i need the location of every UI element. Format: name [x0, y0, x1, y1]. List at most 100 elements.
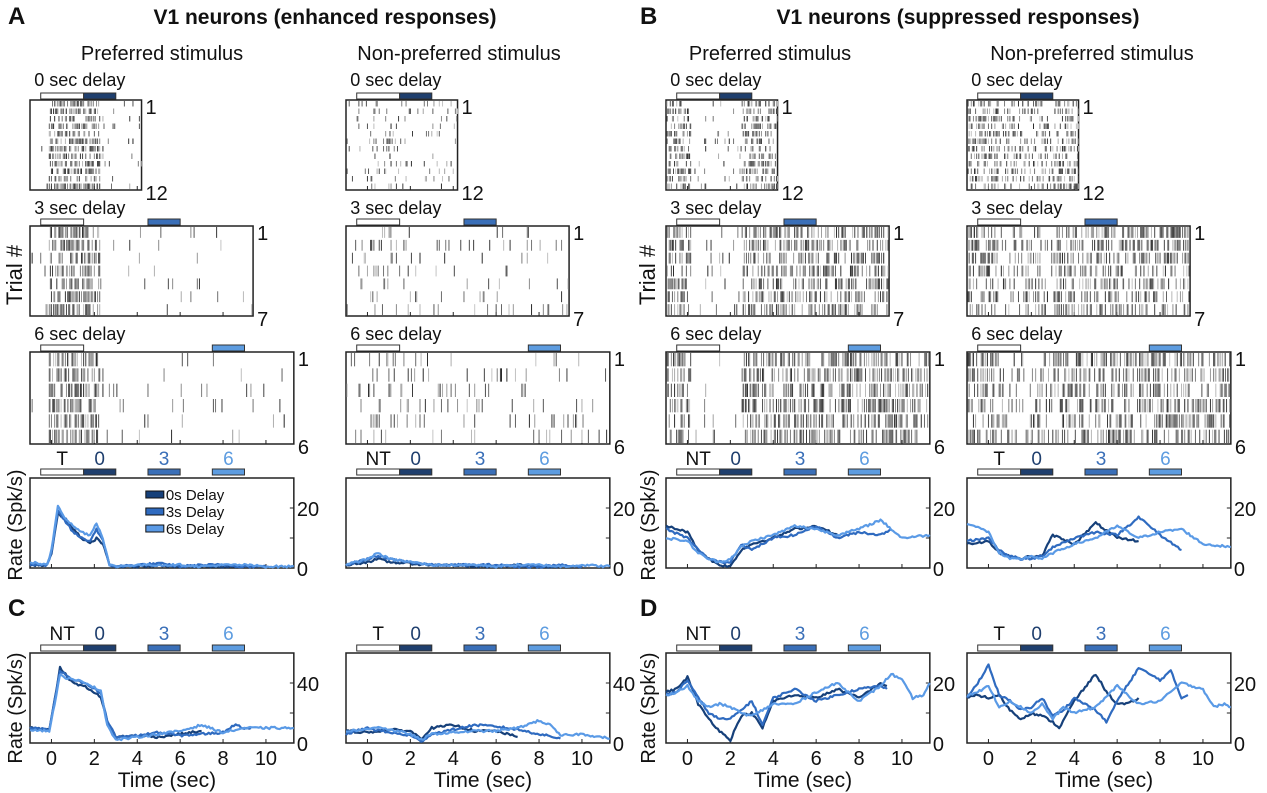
legend-entry: 6s Delay [166, 521, 225, 538]
sample-cue-bar [977, 344, 1022, 352]
legend-swatch [145, 490, 165, 499]
y-tick-label: 20 [297, 499, 319, 521]
delay-cue-bar [719, 468, 753, 476]
delay-bar-label: 3 [159, 449, 170, 470]
x-axis-label: Time (sec) [754, 769, 852, 792]
trial-axis-label-a: Trial # [2, 244, 27, 305]
delay-cue-bar [211, 644, 245, 652]
sample-cue-bar [40, 218, 85, 226]
trial-label-first: 1 [893, 223, 904, 245]
delay-bar-label: 3 [795, 624, 806, 645]
series-line-6s-delay [29, 504, 295, 569]
delay-bar-label: 0 [730, 449, 741, 470]
delay-cue-bar [147, 218, 181, 226]
delay-label: 6 sec delay [670, 324, 761, 344]
raster-frame [29, 351, 295, 445]
delay-cue-bar [783, 644, 817, 652]
x-tick-label: 2 [405, 748, 416, 770]
cue-label: NT [686, 449, 712, 470]
y-tick-label: 20 [1234, 499, 1256, 521]
sample-cue-bar [356, 644, 401, 652]
x-tick-label: 10 [891, 748, 913, 770]
delay-bar-label: 6 [539, 449, 550, 470]
delay-bar-label: 6 [223, 624, 234, 645]
rate-axis-label-c: Rate (Spk/s) [5, 652, 27, 763]
delay-cue-bar [719, 92, 753, 100]
delay-bar-label: 3 [475, 449, 486, 470]
delay-bar-label: 0 [410, 624, 421, 645]
x-tick-label: 10 [571, 748, 593, 770]
x-axis-label: Time (sec) [1055, 769, 1153, 792]
trial-label-first: 1 [298, 349, 309, 371]
plot-frame [345, 477, 611, 569]
delay-cue-bar [1020, 92, 1054, 100]
delay-cue-bar [399, 468, 433, 476]
sample-cue-bar [676, 218, 721, 226]
series-line-6s-delay [345, 552, 611, 569]
cue-label: T [993, 624, 1005, 645]
delay-bar-label: 6 [1160, 624, 1171, 645]
panel-label-c: C [8, 595, 25, 622]
cue-label: T [372, 624, 384, 645]
trial-label-first: 1 [782, 97, 793, 119]
delay-cue-bar [1148, 644, 1182, 652]
legend-swatch [145, 507, 165, 516]
delay-cue-bar [1084, 218, 1118, 226]
trial-label-first: 1 [146, 97, 157, 119]
panel-label-a: A [8, 3, 25, 30]
trial-label-last: 7 [257, 309, 268, 331]
trial-label-last: 12 [146, 183, 168, 205]
panel-title-a: V1 neurons (enhanced responses) [153, 6, 496, 29]
x-tick-label: 4 [768, 748, 779, 770]
trial-label-last: 7 [1194, 309, 1205, 331]
delay-label: 3 sec delay [971, 198, 1062, 218]
delay-label: 0 sec delay [350, 70, 441, 90]
spike-raster [666, 353, 930, 443]
series-line-6s-delay [665, 672, 931, 717]
delay-bar-label: 6 [1160, 449, 1171, 470]
series-line-3s-delay [665, 525, 892, 565]
trial-label-first: 1 [257, 223, 268, 245]
rate-axis-label-d: Rate (Spk/s) [638, 652, 660, 763]
x-tick-label: 4 [132, 748, 143, 770]
delay-cue-bar [1084, 644, 1118, 652]
y-tick-label: 0 [613, 734, 624, 756]
x-tick-label: 0 [362, 748, 373, 770]
trial-label-last: 12 [1083, 183, 1105, 205]
trial-label-last: 7 [573, 309, 584, 331]
spike-raster [31, 353, 285, 443]
raster-frame [345, 225, 570, 317]
legend-swatch [145, 524, 165, 533]
delay-label: 0 sec delay [34, 70, 125, 90]
delay-bar-label: 3 [475, 624, 486, 645]
plot-frame [345, 652, 611, 744]
delay-cue-bar [147, 468, 181, 476]
delay-bar-label: 3 [1096, 624, 1107, 645]
y-tick-label: 0 [1234, 559, 1245, 581]
x-tick-label: 4 [1069, 748, 1080, 770]
delay-cue-bar [399, 92, 433, 100]
series-line-6s-delay [966, 523, 1231, 561]
trial-label-last: 6 [298, 437, 309, 459]
cue-label: T [56, 449, 68, 470]
y-tick-label: 20 [1234, 674, 1256, 696]
y-tick-label: 20 [613, 499, 635, 521]
delay-bar-label: 6 [539, 624, 550, 645]
delay-cue-bar [83, 644, 117, 652]
x-tick-label: 6 [1112, 748, 1123, 770]
trial-label-last: 12 [782, 183, 804, 205]
sample-cue-bar [676, 92, 721, 100]
x-tick-label: 2 [725, 748, 736, 770]
x-tick-label: 0 [46, 748, 57, 770]
trial-label-last: 6 [614, 437, 625, 459]
delay-cue-bar [847, 344, 882, 352]
x-tick-label: 2 [89, 748, 100, 770]
x-tick-label: 8 [1154, 748, 1165, 770]
trial-label-first: 1 [1083, 97, 1094, 119]
x-tick-label: 0 [983, 748, 994, 770]
x-axis-label: Time (sec) [434, 769, 532, 792]
y-tick-label: 40 [297, 674, 319, 696]
raster-frame [966, 351, 1232, 445]
delay-cue-bar [527, 644, 562, 652]
